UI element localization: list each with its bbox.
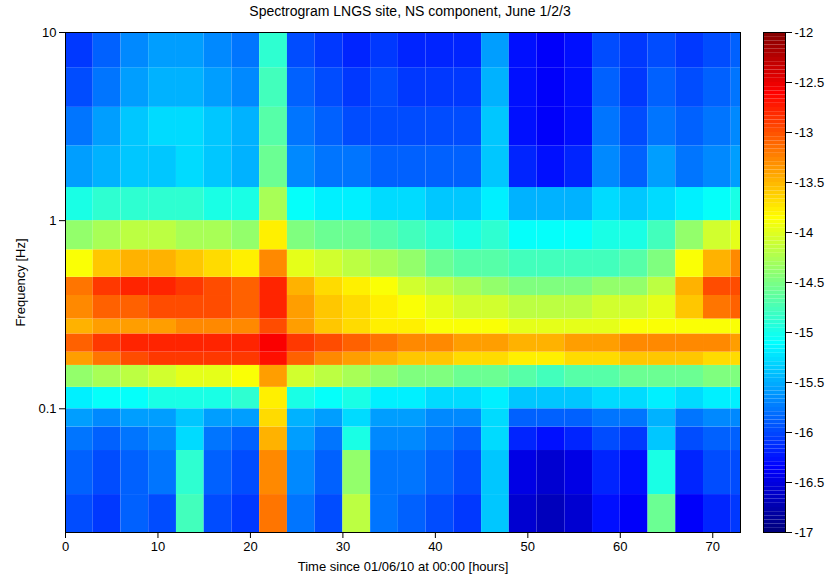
- svg-text:30: 30: [336, 539, 350, 554]
- svg-text:20: 20: [243, 539, 257, 554]
- svg-text:-17: -17: [795, 525, 814, 540]
- svg-text:-13.5: -13.5: [795, 175, 825, 190]
- svg-text:Frequency [Hz]: Frequency [Hz]: [13, 238, 28, 326]
- svg-text:1: 1: [49, 213, 56, 228]
- svg-text:-15: -15: [795, 325, 814, 340]
- svg-text:-16.5: -16.5: [795, 475, 825, 490]
- svg-text:-13: -13: [795, 125, 814, 140]
- svg-text:10: 10: [151, 539, 165, 554]
- svg-text:Time since 01/06/10 at 00:00 [: Time since 01/06/10 at 00:00 [hours]: [298, 559, 509, 574]
- svg-text:50: 50: [521, 539, 535, 554]
- svg-text:-14.5: -14.5: [795, 275, 825, 290]
- svg-text:40: 40: [428, 539, 442, 554]
- svg-text:-12: -12: [795, 25, 814, 40]
- svg-text:-15.5: -15.5: [795, 375, 825, 390]
- html-text:Spectrogram LNGS site, NS comp: Spectrogram LNGS site, NS component, Jun…: [249, 3, 571, 19]
- svg-text:70: 70: [706, 539, 720, 554]
- svg-text:0: 0: [62, 539, 69, 554]
- svg-text:-16: -16: [795, 425, 814, 440]
- svg-text:-14: -14: [795, 225, 814, 240]
- svg-text:-12.5: -12.5: [795, 75, 825, 90]
- svg-text:60: 60: [613, 539, 627, 554]
- svg-text:0.1: 0.1: [38, 401, 56, 416]
- svg-text:10: 10: [42, 25, 56, 40]
